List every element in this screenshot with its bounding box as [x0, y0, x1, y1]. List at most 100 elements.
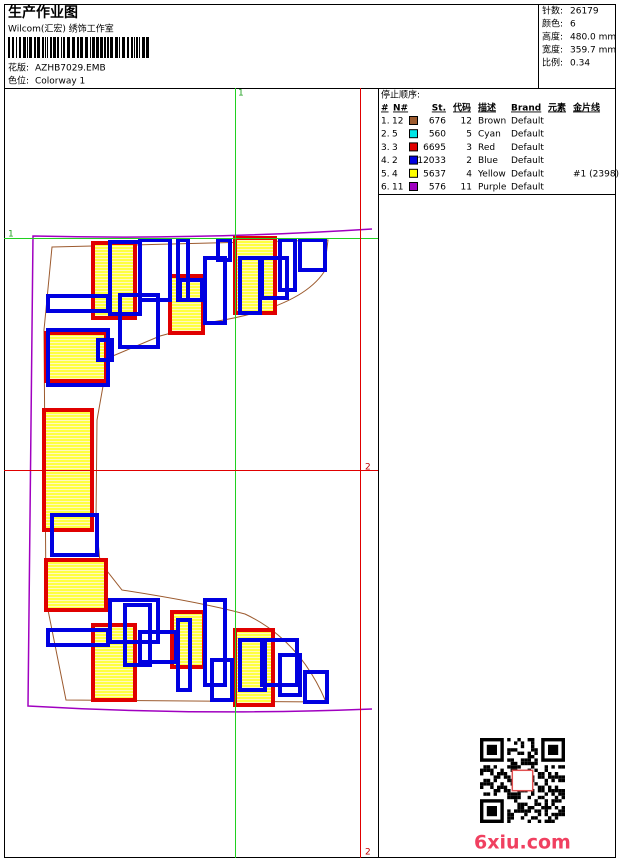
- description: Brown: [478, 117, 506, 127]
- qr-module: [531, 748, 535, 752]
- qr-finder: [486, 806, 497, 817]
- qr-module: [531, 806, 535, 810]
- bar: [45, 37, 46, 58]
- qr-module: [537, 802, 542, 806]
- qr-module: [507, 819, 511, 823]
- qr-module: [544, 799, 548, 803]
- qr-module: [486, 778, 491, 783]
- qr-module: [510, 792, 514, 796]
- qr-module: [551, 792, 555, 796]
- code: 11: [461, 183, 472, 193]
- qr-module: [514, 748, 518, 752]
- section-title: 停止顺序:: [381, 89, 420, 101]
- qr-module: [544, 768, 548, 772]
- qr-module: [544, 806, 548, 810]
- qr-module: [541, 772, 545, 776]
- description: Cyan: [478, 130, 501, 140]
- qr-module: [490, 772, 494, 776]
- qr-module: [493, 765, 497, 769]
- qr-module: [537, 812, 542, 817]
- qr-module: [517, 751, 521, 755]
- row-index: 3.: [381, 143, 390, 153]
- qr-module: [510, 761, 514, 766]
- qr-module: [507, 792, 511, 796]
- qr-module: [537, 789, 542, 793]
- bar: [53, 37, 56, 58]
- qr-module: [510, 748, 514, 752]
- bar: [80, 37, 83, 58]
- bar: [61, 37, 62, 58]
- qr-module: [514, 795, 518, 800]
- run-block: [203, 256, 227, 325]
- bar: [16, 37, 17, 58]
- qr-module: [551, 799, 555, 803]
- summary-value: 359.7 mm: [570, 46, 616, 56]
- qr-module: [534, 816, 538, 820]
- brand: Default: [511, 143, 544, 153]
- qr-module: [548, 816, 552, 820]
- qr-module: [510, 812, 514, 817]
- code: 12: [461, 117, 472, 127]
- qr-module: [514, 765, 518, 769]
- description: Blue: [478, 156, 498, 166]
- needle: 11: [392, 183, 403, 193]
- border: [4, 4, 616, 858]
- qr-module: [551, 775, 555, 779]
- guide-label: 1: [8, 230, 14, 240]
- qr-module: [554, 772, 559, 776]
- design-drawing: [27, 228, 373, 713]
- color-swatch: [409, 155, 418, 165]
- bar: [127, 37, 129, 58]
- bar: [146, 37, 149, 58]
- qr-module: [558, 792, 562, 796]
- qr-module: [493, 789, 497, 793]
- qr-module: [517, 806, 521, 810]
- qr-module: [541, 785, 545, 789]
- qr-module: [520, 751, 525, 755]
- qr-module: [554, 795, 559, 800]
- guide-label: 1: [238, 89, 244, 99]
- stitches: 576: [429, 183, 446, 193]
- watermark: 6xiu.com: [474, 832, 571, 854]
- qr-module: [544, 778, 548, 783]
- qr-module: [527, 761, 531, 766]
- qr-module: [520, 806, 525, 810]
- qr-module: [534, 751, 538, 755]
- qr-module: [483, 778, 487, 783]
- code: 4: [466, 169, 472, 179]
- qr-module: [544, 812, 548, 817]
- qr-module: [548, 775, 552, 779]
- qr-module: [490, 785, 494, 789]
- code: 2: [466, 156, 472, 166]
- qr-module: [510, 758, 514, 762]
- qr-module: [490, 768, 494, 772]
- qr-module: [524, 802, 528, 806]
- stitches: 6695: [423, 143, 446, 153]
- bar: [63, 37, 65, 58]
- qr-module: [561, 806, 565, 810]
- brand: Default: [511, 183, 544, 193]
- label: 花版:: [8, 62, 29, 74]
- run-block: [50, 513, 99, 557]
- qr-module: [561, 795, 565, 800]
- run-block: [96, 338, 114, 362]
- bar: [27, 37, 28, 58]
- bar: [139, 37, 140, 58]
- qr-module: [497, 775, 501, 779]
- qr-module: [503, 789, 508, 793]
- bar: [47, 37, 48, 58]
- run-block: [278, 653, 302, 697]
- qr-module: [531, 816, 535, 820]
- qr-module: [500, 772, 504, 776]
- sequin: #1 (2398): [573, 169, 619, 179]
- brand: Default: [511, 117, 544, 127]
- bar: [67, 37, 70, 58]
- qr-module: [534, 761, 538, 766]
- qr-module: [527, 738, 531, 742]
- column-header: 金片线: [572, 102, 600, 114]
- qr-module: [554, 775, 559, 779]
- brand: Default: [511, 169, 544, 179]
- color-swatch: [409, 142, 418, 152]
- bar: [96, 37, 99, 58]
- qr-module: [480, 772, 484, 776]
